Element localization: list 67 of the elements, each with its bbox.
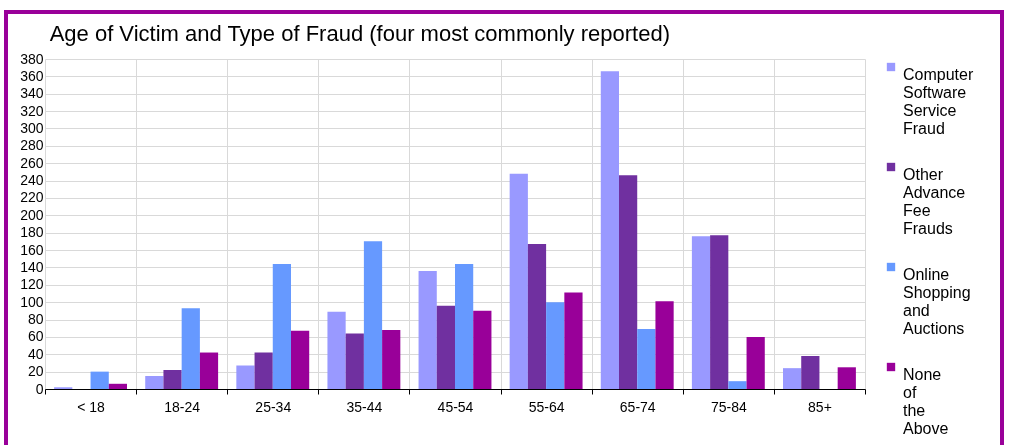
bar: [546, 302, 565, 389]
y-tick-label: 100: [20, 293, 44, 310]
y-tick-label: 360: [20, 67, 44, 84]
bar: [691, 236, 711, 389]
y-tick-label: 200: [20, 206, 44, 223]
bar: [619, 175, 638, 389]
y-tick-label: 160: [20, 241, 44, 258]
bar: [746, 336, 765, 389]
x-tick-label: 85+: [808, 398, 832, 415]
bar: [163, 369, 182, 389]
bar: [382, 329, 401, 389]
y-tick-label: 240: [20, 172, 44, 189]
bar: [272, 263, 291, 389]
y-tick-label: 180: [20, 224, 44, 241]
bar: [728, 381, 747, 389]
x-tick-label: 45-54: [437, 398, 474, 415]
bar: [801, 356, 820, 389]
y-tick-label: 20: [27, 363, 44, 380]
chart-title: Age of Victim and Type of Fraud (four most commonly reported): [49, 21, 670, 46]
y-tick-label: 40: [27, 345, 44, 362]
bar: [345, 333, 364, 389]
legend-label: Other Advance Fee Frauds: [903, 166, 966, 237]
bar: [291, 330, 310, 389]
bar: [473, 310, 492, 389]
y-tick-label: 260: [20, 154, 44, 171]
legend-label: Computer Software Service Fraud: [903, 66, 974, 137]
bar: [710, 235, 729, 389]
y-tick-label: 280: [20, 137, 44, 154]
bar: [564, 292, 583, 389]
x-tick-label: 18-24: [164, 398, 201, 415]
y-tick-label: 140: [20, 258, 44, 275]
y-tick-label: 300: [20, 119, 44, 136]
y-tick-label: 220: [20, 189, 44, 206]
y-tick-label: 80: [27, 311, 44, 328]
legend-label: None of the Above: [903, 366, 949, 437]
x-tick-label: 35-44: [346, 398, 383, 415]
bar: [527, 243, 547, 389]
y-tick-label: 0: [35, 380, 44, 397]
x-tick-label: 55-64: [528, 398, 565, 415]
bar: [236, 365, 255, 389]
bar: [783, 368, 802, 389]
bar: [254, 352, 273, 389]
bar: [181, 308, 200, 389]
bar: [108, 383, 127, 389]
x-tick-label: 25-34: [255, 398, 292, 415]
y-tick-label: 120: [20, 276, 44, 293]
bar: [837, 367, 856, 389]
bar: [455, 263, 474, 389]
bar: [655, 301, 674, 389]
bar: [418, 270, 437, 389]
bar: [509, 173, 528, 389]
y-tick-label: 340: [20, 85, 44, 102]
y-tick-label: 380: [20, 50, 44, 67]
x-tick-label: 65-74: [619, 398, 656, 415]
bar: [363, 241, 383, 389]
bar: [90, 371, 109, 389]
bar: [199, 352, 219, 389]
x-tick-label: 75-84: [710, 398, 747, 415]
bar: [436, 305, 455, 389]
bar: [600, 71, 619, 389]
bar: [637, 329, 656, 389]
x-tick-label: < 18: [77, 398, 106, 415]
legend-label: Online Shopping and Auctions: [903, 266, 971, 337]
bar: [145, 375, 164, 389]
y-tick-label: 320: [20, 102, 44, 119]
y-tick-label: 60: [27, 328, 44, 345]
bar: [327, 311, 346, 389]
